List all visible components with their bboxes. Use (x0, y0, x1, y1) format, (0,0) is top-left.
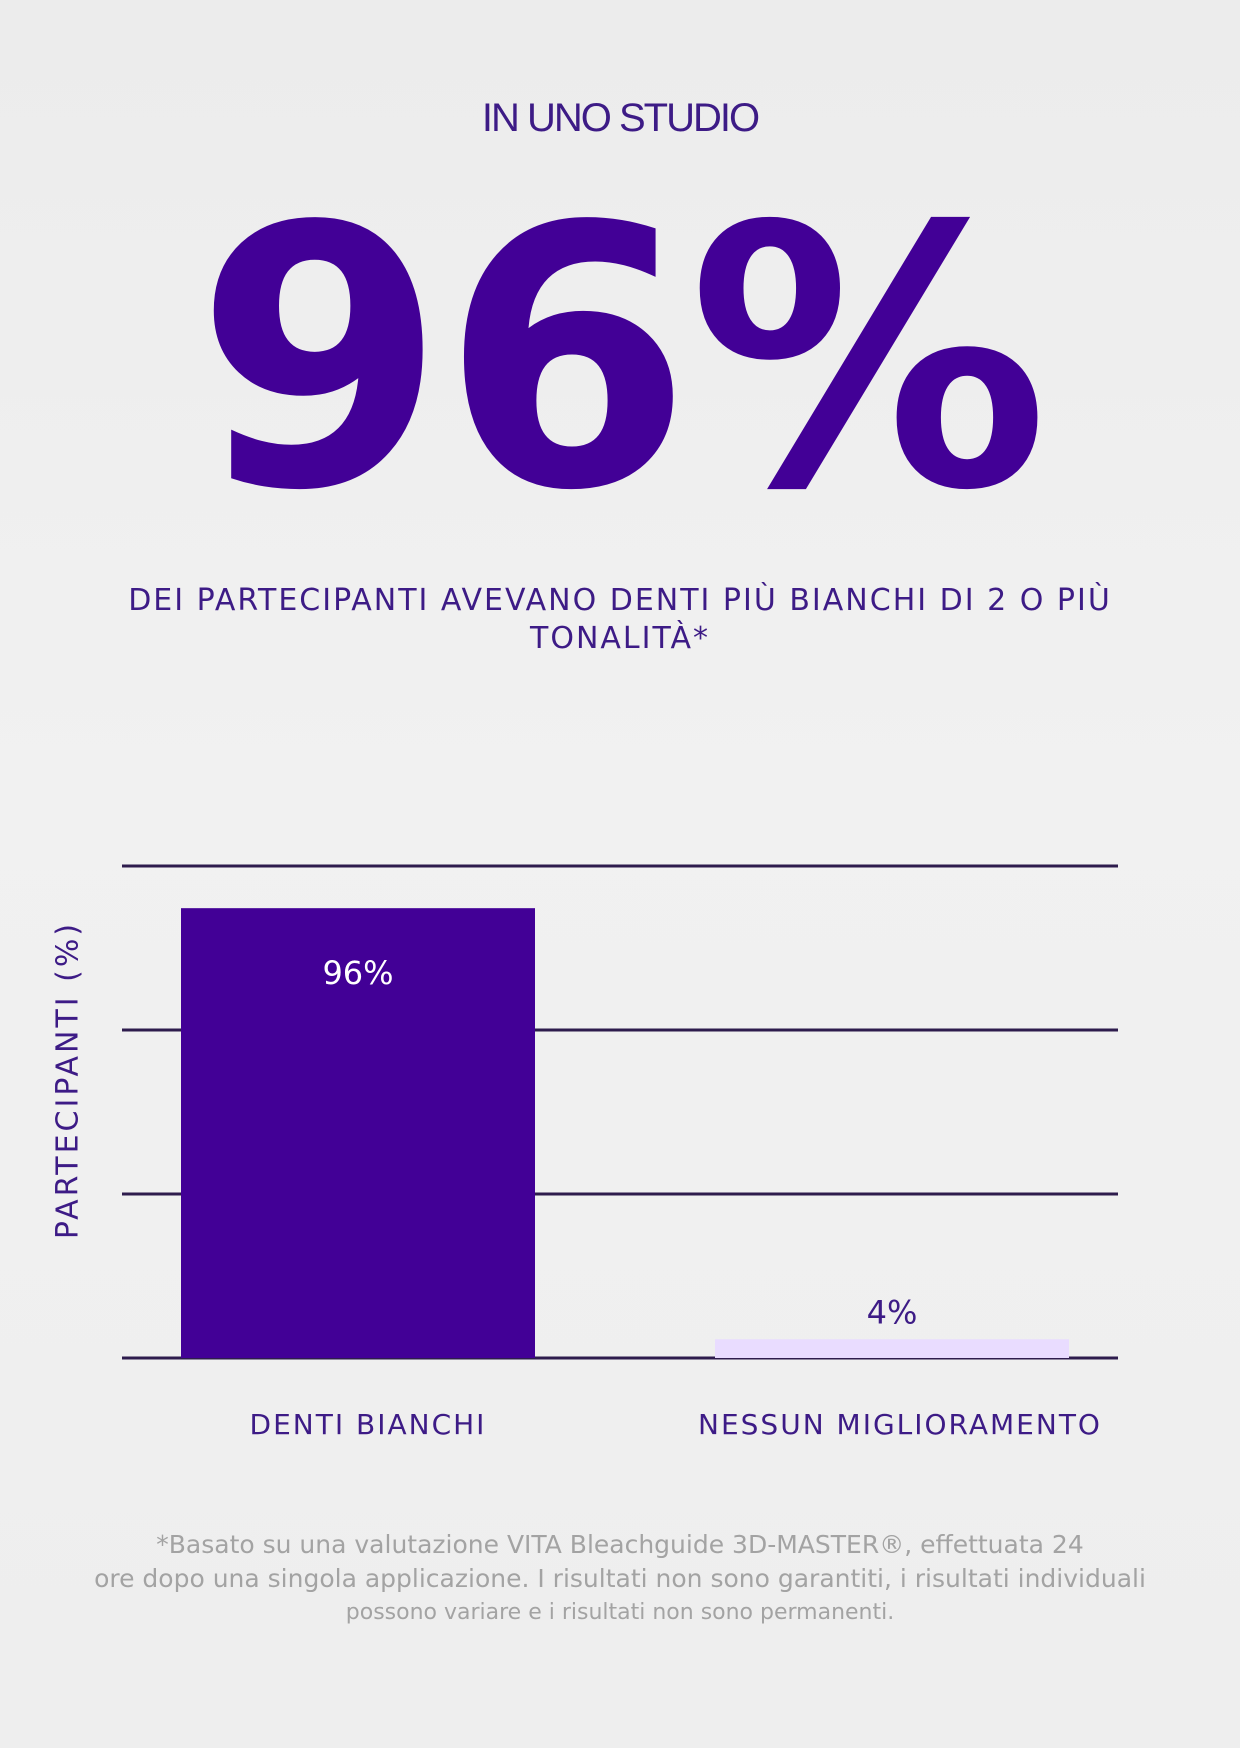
x-tick-label: NESSUN MIGLIORAMENTO (698, 1408, 1102, 1441)
y-axis-label: PARTECIPANTI (%) (50, 920, 86, 1240)
eyebrow-text: IN UNO STUDIO (481, 96, 760, 140)
subtitle: DEI PARTECIPANTI AVEVANO DENTI PIÙ BIANC… (128, 583, 1112, 656)
bar (715, 1339, 1069, 1358)
x-tick-label: DENTI BIANCHI (250, 1408, 487, 1441)
footnote-line-1: *Basato su una valutazione VITA Bleachgu… (156, 1530, 1084, 1559)
footnote-line-2: ore dopo una singola applicazione. I ris… (94, 1564, 1146, 1593)
bar (181, 908, 535, 1358)
bar-chart: 96% DENTI BIANCHI 4% NESSUN MIGLIORAMENTO (0, 830, 1240, 1470)
bar-value-label: 4% (867, 1293, 918, 1331)
hero-stat: 96% (195, 150, 1049, 569)
chart-canvas: 96% DENTI BIANCHI 4% NESSUN MIGLIORAMENTO (122, 864, 1118, 1441)
footnote: *Basato su una valutazione VITA Bleachgu… (30, 1528, 1210, 1630)
bar-value-label: 96% (322, 954, 393, 992)
footnote-line-3: possono variare e i risultati non sono p… (345, 1600, 895, 1625)
